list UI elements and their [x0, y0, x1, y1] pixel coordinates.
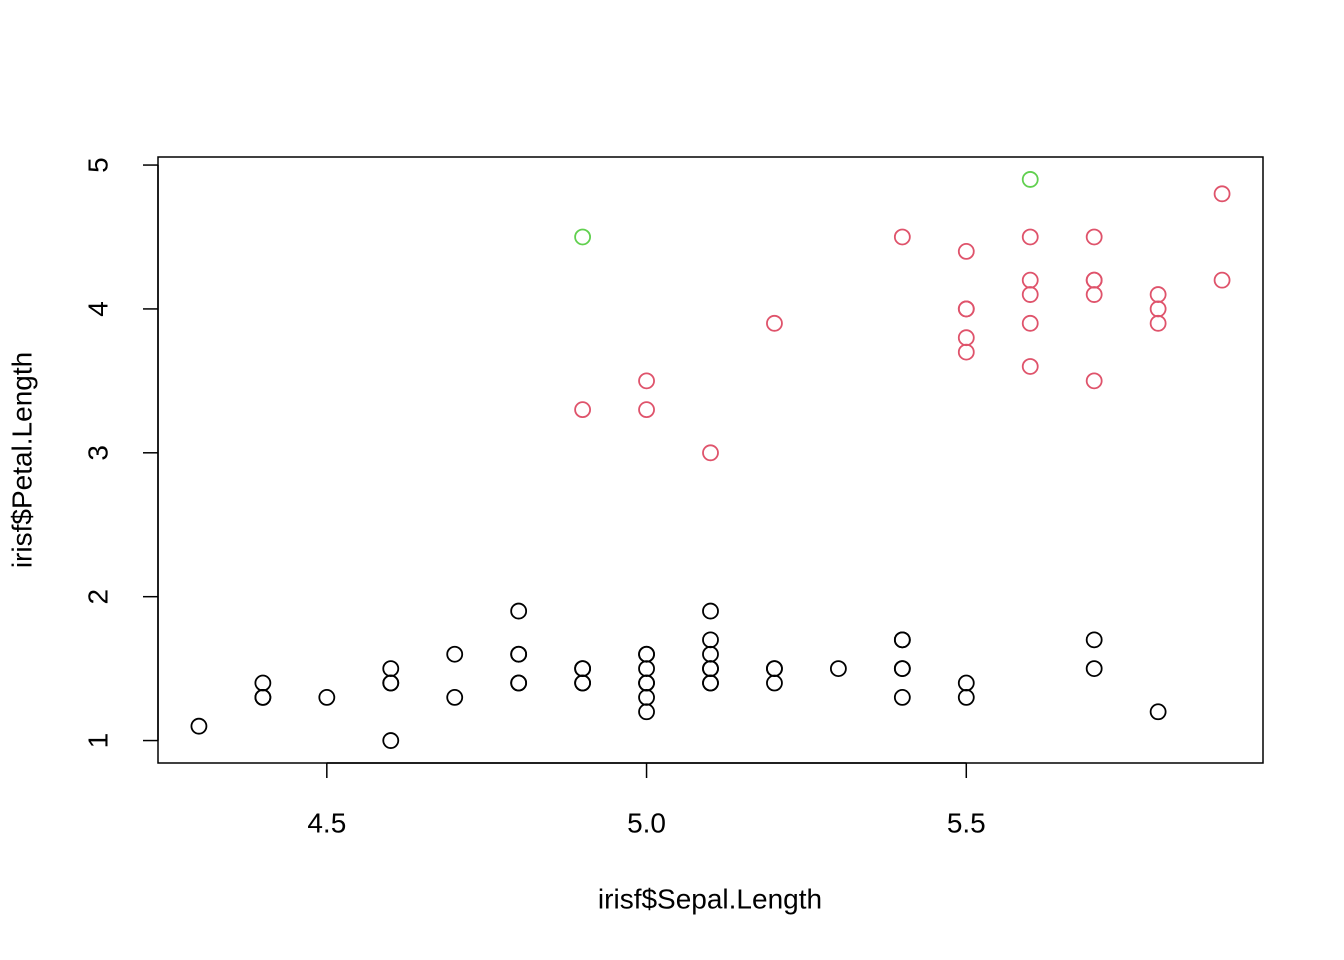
point	[957, 242, 975, 260]
point	[957, 674, 975, 692]
point	[702, 602, 719, 620]
point	[1085, 631, 1103, 649]
point	[510, 602, 528, 620]
point	[254, 674, 272, 692]
point	[702, 444, 719, 462]
point	[1021, 358, 1039, 375]
point	[446, 688, 464, 706]
point	[957, 688, 975, 706]
point	[1149, 314, 1167, 332]
x-tick-label: 4.5	[307, 807, 346, 838]
point	[702, 631, 719, 649]
point	[638, 401, 655, 419]
point	[638, 645, 655, 663]
point	[446, 645, 464, 663]
point	[957, 300, 975, 318]
point	[382, 732, 400, 749]
point	[574, 401, 592, 419]
point	[638, 703, 655, 721]
point	[382, 660, 400, 678]
point	[254, 688, 272, 706]
point	[702, 645, 719, 663]
point	[638, 660, 655, 678]
point	[893, 660, 911, 678]
y-tick-label: 2	[82, 589, 113, 605]
point	[1149, 286, 1167, 303]
point	[766, 660, 783, 678]
point	[382, 674, 400, 692]
y-tick-label: 5	[82, 157, 113, 173]
point	[1085, 228, 1103, 246]
x-tick-label: 5.0	[627, 807, 666, 838]
point	[190, 717, 208, 735]
point	[1213, 271, 1231, 289]
x-tick-label: 5.5	[947, 807, 986, 838]
point	[510, 645, 528, 663]
point	[766, 314, 783, 332]
point	[1021, 286, 1039, 303]
point	[957, 329, 975, 347]
point	[1085, 286, 1103, 303]
y-axis-title: irisf$Petal.Length	[6, 352, 37, 568]
point	[510, 674, 528, 692]
point	[702, 674, 719, 692]
point	[1085, 372, 1103, 390]
point	[1149, 703, 1167, 721]
point	[893, 228, 911, 246]
point	[702, 660, 719, 678]
point	[638, 688, 655, 706]
point	[893, 688, 911, 706]
point	[574, 660, 592, 678]
point	[638, 372, 655, 390]
point	[1213, 185, 1231, 203]
point	[1085, 271, 1103, 289]
y-tick-label: 4	[82, 301, 113, 317]
point	[1149, 300, 1167, 318]
point	[1021, 314, 1039, 332]
point	[766, 674, 783, 692]
y-tick-label: 1	[82, 733, 113, 749]
point	[574, 674, 592, 692]
point	[893, 631, 911, 649]
point	[1021, 271, 1039, 289]
y-tick-label: 3	[82, 445, 113, 461]
point	[829, 660, 847, 678]
point	[1021, 228, 1039, 246]
point	[318, 688, 336, 706]
point	[957, 343, 975, 361]
point	[1085, 660, 1103, 678]
point	[1021, 171, 1039, 188]
point	[574, 228, 592, 246]
point	[638, 674, 655, 692]
x-axis-title: irisf$Sepal.Length	[598, 883, 822, 914]
